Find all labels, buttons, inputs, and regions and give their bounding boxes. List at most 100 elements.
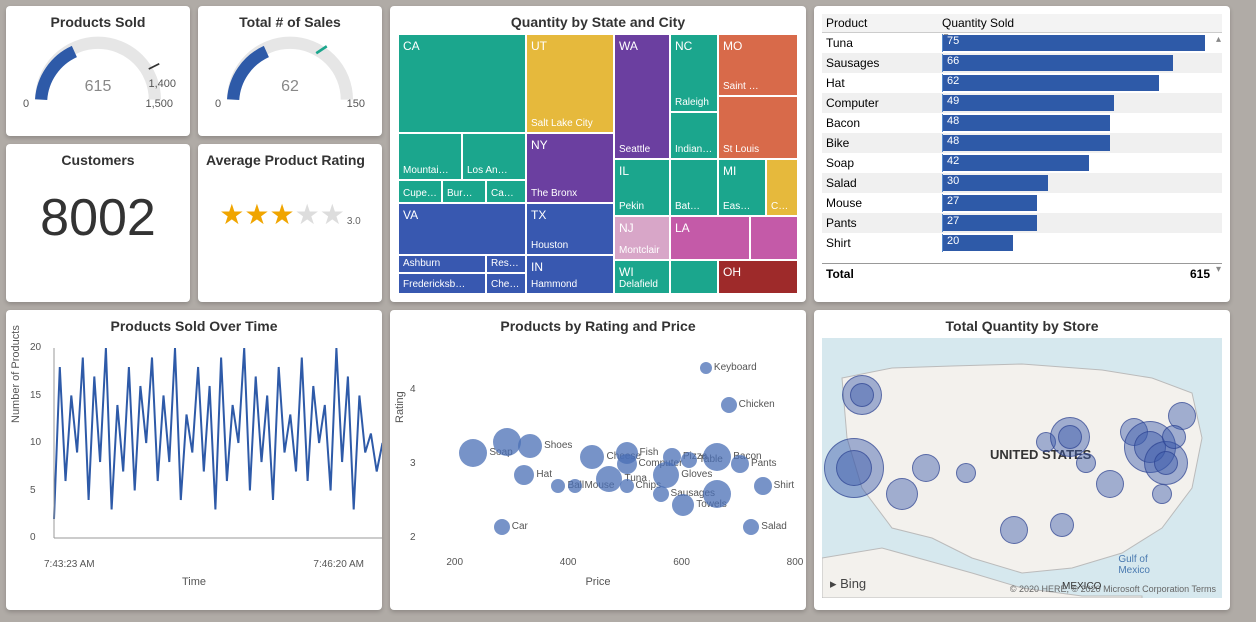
scatter-bubble[interactable] (731, 455, 749, 473)
treemap-cell[interactable]: Ashburn (398, 255, 486, 273)
treemap-cell[interactable]: Cuper… (398, 180, 442, 203)
scatter-bubble[interactable] (596, 466, 622, 492)
scatter-bubble[interactable] (620, 479, 634, 493)
treemap-cell[interactable]: CA (398, 34, 526, 133)
table-row[interactable]: Sausages66 (822, 53, 1222, 73)
scatter-bubble[interactable] (518, 434, 542, 458)
map-gulf-label: Gulf of Mexico (1118, 554, 1150, 576)
treemap-cell[interactable]: Ches… (486, 273, 526, 294)
table-row[interactable]: Salad30 (822, 173, 1222, 193)
map-bubble[interactable] (1096, 470, 1124, 498)
table-row[interactable]: Computer49 (822, 93, 1222, 113)
scatter-bubble[interactable] (681, 452, 697, 468)
products-sold-value: 615 (85, 78, 112, 96)
line-y-tick: 5 (30, 485, 36, 496)
map-bubble[interactable] (1076, 453, 1096, 473)
scatter-bubble[interactable] (551, 479, 565, 493)
treemap-chart[interactable]: CAMountai…Los An… Cuper…Bur…Ca…VAAshburnR… (398, 34, 798, 294)
table-header[interactable]: Product Quantity Sold ▼ (822, 14, 1222, 33)
treemap-cell[interactable]: LA (670, 216, 750, 260)
scatter-bubble[interactable] (754, 477, 772, 495)
scatter-chart[interactable]: Rating Price KeyboardChickenSoapShoesHat… (398, 338, 798, 588)
map-bubble[interactable] (886, 478, 918, 510)
treemap-cell[interactable]: Los An… (462, 133, 526, 180)
table-row[interactable]: Soap42 (822, 153, 1222, 173)
table-row[interactable]: Bike48 (822, 133, 1222, 153)
scatter-bubble[interactable] (743, 519, 759, 535)
scatter-bubble[interactable] (703, 480, 731, 508)
table-row[interactable]: Pants27 (822, 213, 1222, 233)
treemap-cell[interactable]: St Louis (718, 96, 798, 158)
total-sales-max: 150 (347, 98, 365, 110)
treemap-cell[interactable] (670, 260, 718, 294)
treemap-cell[interactable]: MOSaint … (718, 34, 798, 96)
qty-cell: 75 (942, 34, 1222, 52)
treemap-cell[interactable]: Mountai… (398, 133, 462, 180)
scatter-bubble[interactable] (672, 494, 694, 516)
scatter-bubble[interactable] (721, 397, 737, 413)
products-sold-gauge-card: Products Sold 615 1,400 0 1,500 (6, 6, 190, 136)
line-y-tick: 0 (30, 532, 36, 543)
line-chart-card: Products Sold Over Time Number of Produc… (6, 310, 382, 610)
treemap-cell[interactable]: NCRaleigh (670, 34, 718, 112)
map-bubble[interactable] (1058, 425, 1082, 449)
table-row[interactable]: Mouse27 (822, 193, 1222, 213)
scatter-y-label: Rating (394, 391, 406, 423)
map-bubble[interactable] (850, 383, 874, 407)
treemap-cell[interactable]: Ca… (486, 180, 526, 203)
treemap-cell[interactable]: NJMontclair (614, 216, 670, 260)
scatter-x-tick: 800 (787, 557, 804, 568)
scatter-bubble[interactable] (459, 439, 487, 467)
treemap-cell[interactable]: INHammond (526, 255, 614, 294)
scatter-y-tick: 4 (410, 384, 416, 395)
treemap-cell[interactable]: TXHouston (526, 203, 614, 255)
map-bubble[interactable] (1162, 425, 1186, 449)
scatter-card: Products by Rating and Price Rating Pric… (390, 310, 806, 610)
treemap-cell[interactable]: Indian… (670, 112, 718, 159)
scatter-bubble[interactable] (653, 462, 679, 488)
treemap-cell[interactable]: WASeattle (614, 34, 670, 159)
treemap-cell[interactable]: NYThe Bronx (526, 133, 614, 203)
treemap-cell[interactable]: Bat… (670, 159, 718, 216)
treemap-cell[interactable]: WIDelafield (614, 260, 670, 294)
product-cell: Computer (822, 96, 942, 110)
scroll-down-icon[interactable]: ▾ (1216, 264, 1228, 278)
treemap-cell[interactable]: C… (766, 159, 798, 216)
scatter-bubble[interactable] (494, 519, 510, 535)
table-row[interactable]: Bacon48 (822, 113, 1222, 133)
product-cell: Pants (822, 216, 942, 230)
line-chart[interactable]: Number of Products Time 7:43:23 AM 7:46:… (14, 338, 374, 588)
scatter-bubble[interactable] (703, 443, 731, 471)
map-bubble[interactable] (1050, 513, 1074, 537)
scatter-bubble[interactable] (493, 428, 521, 456)
treemap-cell[interactable]: MIEas… (718, 159, 766, 216)
map-bubble[interactable] (836, 450, 872, 486)
map-bubble[interactable] (912, 454, 940, 482)
table-col-product[interactable]: Product (822, 16, 942, 30)
table-col-qty[interactable]: Quantity Sold ▼ (942, 16, 1222, 30)
scatter-label: Chicken (739, 399, 775, 410)
scatter-bubble[interactable] (580, 445, 604, 469)
scatter-label: Hat (536, 469, 552, 480)
table-row[interactable]: Tuna75 (822, 33, 1222, 53)
treemap-cell[interactable]: UTSalt Lake City (526, 34, 614, 133)
scatter-bubble[interactable] (700, 362, 712, 374)
total-sales-value: 62 (281, 78, 299, 96)
map-bubble[interactable] (1152, 484, 1172, 504)
scatter-label: Car (512, 521, 528, 532)
treemap-cell[interactable]: ILPekin (614, 159, 670, 216)
scatter-bubble[interactable] (653, 486, 669, 502)
treemap-cell[interactable]: OH (718, 260, 798, 294)
table-row[interactable]: Shirt20 (822, 233, 1222, 253)
scatter-y-tick: 2 (410, 532, 416, 543)
scatter-bubble[interactable] (514, 465, 534, 485)
table-body[interactable]: Tuna75Sausages66Hat62Computer49Bacon48Bi… (822, 33, 1222, 263)
treemap-cell[interactable]: Fredericksb… (398, 273, 486, 294)
treemap-cell[interactable]: Rest… (486, 255, 526, 273)
map-chart[interactable]: UNITED STATES MEXICO Gulf of Mexico ▸ Bi… (822, 338, 1222, 598)
treemap-cell[interactable] (750, 216, 798, 260)
table-row[interactable]: Hat62 (822, 73, 1222, 93)
map-bubble[interactable] (1154, 451, 1178, 475)
treemap-cell[interactable]: Bur… (442, 180, 486, 203)
treemap-cell[interactable]: VA (398, 203, 526, 255)
